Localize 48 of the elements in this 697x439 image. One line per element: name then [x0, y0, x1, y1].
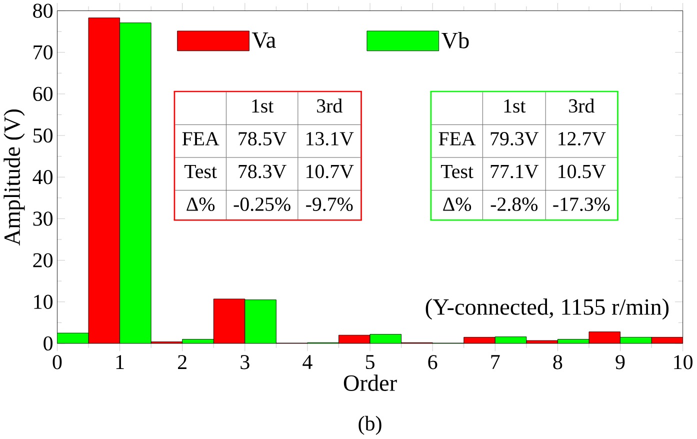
legend-label: Vb — [442, 32, 469, 49]
y-tick-label: 20 — [33, 253, 53, 268]
annotation: 12.7V — [558, 132, 606, 146]
annotation: 13.1V — [306, 132, 354, 146]
y-tick-label: 70 — [34, 45, 53, 60]
x-tick-label: 4 — [302, 355, 312, 370]
annotation: 10.7V — [306, 164, 354, 179]
annotation: 1st — [252, 100, 274, 113]
y-tick-label: 0 — [44, 336, 53, 351]
y-axis-title: Amplitude (V) — [4, 110, 25, 246]
annotation: 1st — [504, 100, 526, 113]
x-tick-label: 9 — [616, 355, 625, 370]
annotation: 10.5V — [558, 164, 606, 179]
annotation: Test — [440, 165, 474, 178]
x-tick-label: 6 — [428, 355, 438, 370]
annotation: Δ% — [443, 198, 472, 212]
annotation: 77.1V — [490, 165, 539, 179]
y-tick-label: 30 — [33, 212, 53, 226]
x-tick-label: 5 — [366, 355, 374, 370]
annotation: (Y-connected, 1155 r/min) — [426, 298, 669, 320]
x-tick-label: 3 — [240, 355, 250, 370]
annotation: -2.8% — [490, 198, 538, 212]
annotation: Δ% — [186, 198, 215, 212]
y-tick-label: 60 — [33, 87, 53, 102]
x-tick-label: 8 — [553, 355, 562, 370]
annotation: FEA — [182, 132, 220, 146]
annotation: -17.3% — [553, 198, 610, 212]
x-tick-label: 10 — [674, 355, 693, 370]
legend-label: Va — [252, 32, 276, 48]
x-tick-label: 2 — [178, 355, 186, 370]
annotation: -0.25% — [234, 198, 290, 212]
x-tick-label: 1 — [116, 355, 124, 370]
annotation: FEA — [438, 132, 476, 146]
annotation: 3rd — [569, 98, 594, 113]
y-tick-label: 10 — [34, 294, 53, 310]
x-tick-label: 0 — [52, 355, 62, 370]
y-tick-label: 50 — [34, 128, 53, 143]
annotation: -9.7% — [306, 198, 353, 212]
annotation: 3rd — [317, 98, 342, 113]
x-tick-label: 7 — [491, 355, 500, 370]
annotation: Test — [184, 165, 217, 178]
x-axis-title: Order — [344, 374, 397, 392]
annotation: 79.3V — [490, 132, 539, 146]
annotation: 78.3V — [238, 164, 286, 179]
text: (b) — [358, 416, 382, 436]
y-tick-label: 80 — [33, 4, 53, 18]
y-tick-label: 40 — [32, 170, 53, 184]
annotation: 78.5V — [238, 132, 286, 146]
